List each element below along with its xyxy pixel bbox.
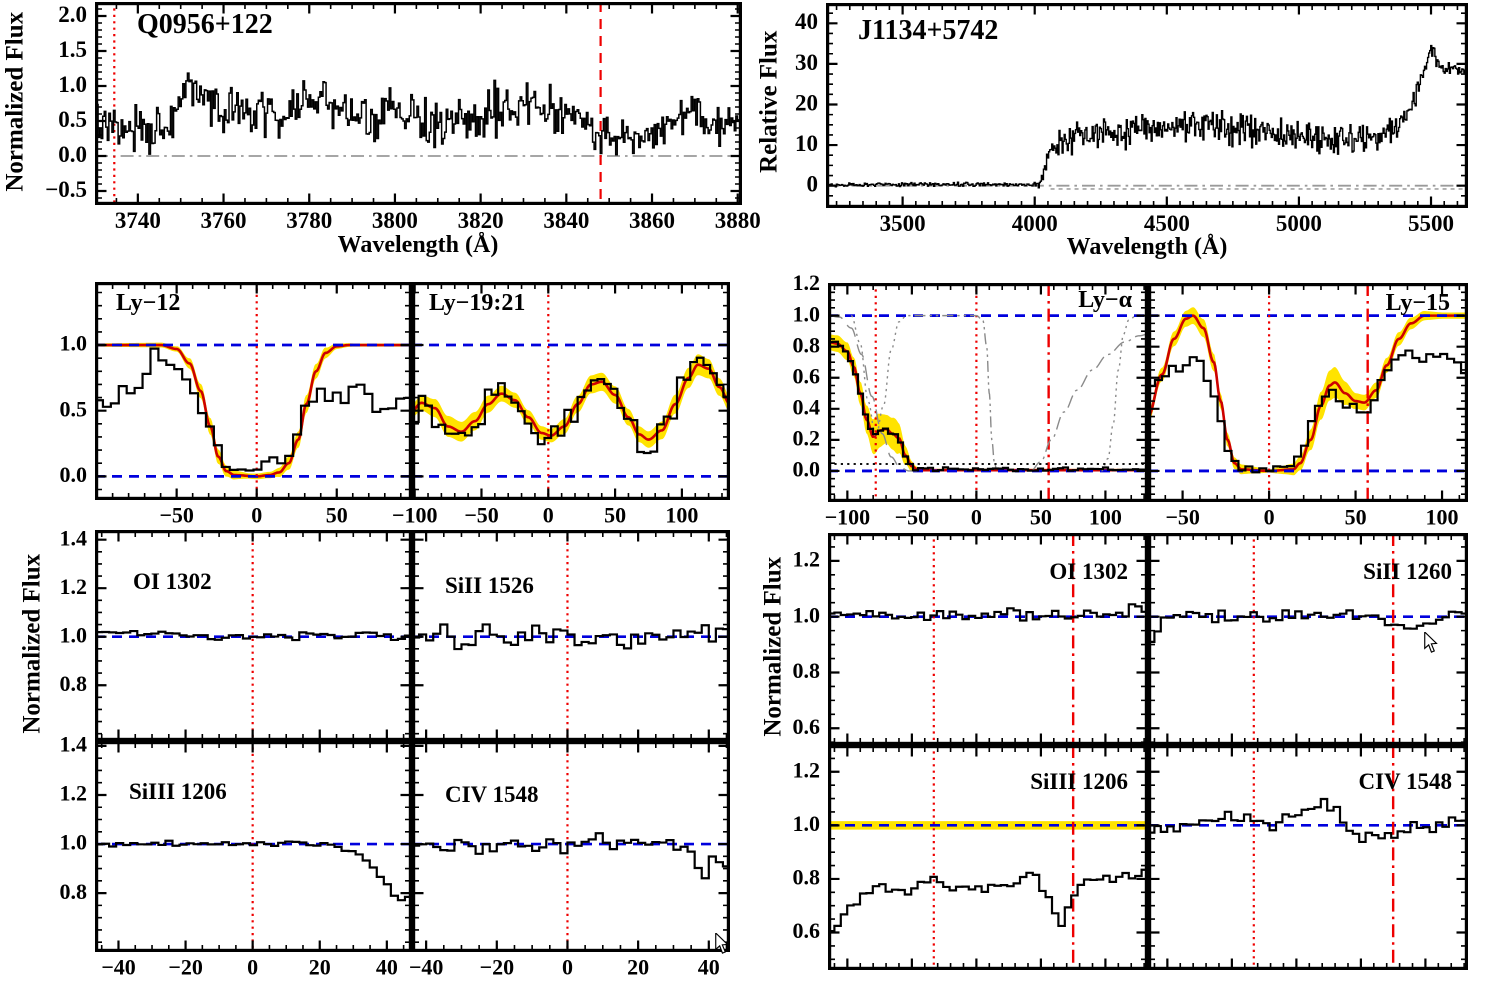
line-label-oi1302-right: OI 1302: [1049, 559, 1128, 584]
line-label-lya: Ly−α: [1078, 287, 1132, 313]
x-axis-title-wavelength-left: Wavelength (Å): [337, 232, 499, 258]
panel-lya: [828, 283, 1148, 502]
line-label-ly15: Ly−15: [1385, 290, 1450, 316]
line-label-ly19-21: Ly−19:21: [429, 290, 526, 316]
line-label-sii1260: SiII 1260: [1363, 559, 1452, 584]
panel-sii1526: [412, 530, 730, 741]
y-axis-title-normalized-flux-top: Normalized Flux: [1, 11, 29, 192]
line-label-ly12: Ly−12: [116, 290, 181, 316]
panel-oi1302-left: [95, 530, 412, 741]
y-axis-title-relative-flux: Relative Flux: [755, 30, 783, 173]
line-label-sii1526: SiII 1526: [445, 573, 534, 598]
panel-siiii1206-left: [95, 741, 412, 952]
line-label-siiii1206-right: SiIII 1206: [1030, 769, 1128, 794]
y-axis-title-normalized-flux-bottom-right: Normalized Flux: [759, 556, 787, 737]
line-label-oi1302-left: OI 1302: [133, 569, 212, 594]
mouse-cursor-icon: [1424, 632, 1438, 653]
line-label-civ1548-right: CIV 1548: [1358, 769, 1452, 794]
x-axis-title-wavelength-right: Wavelength (Å): [1066, 234, 1228, 260]
panel-civ1548-left: [412, 741, 730, 952]
qso-title-j1134: J1134+5742: [858, 15, 999, 46]
line-label-civ1548-left: CIV 1548: [445, 782, 539, 807]
y-axis-title-normalized-flux-bottom-left: Normalized Flux: [18, 553, 46, 734]
line-label-siiii1206-left: SiIII 1206: [129, 779, 227, 804]
qso-title-q0956: Q0956+122: [137, 9, 273, 40]
mouse-cursor-icon: [715, 933, 729, 954]
